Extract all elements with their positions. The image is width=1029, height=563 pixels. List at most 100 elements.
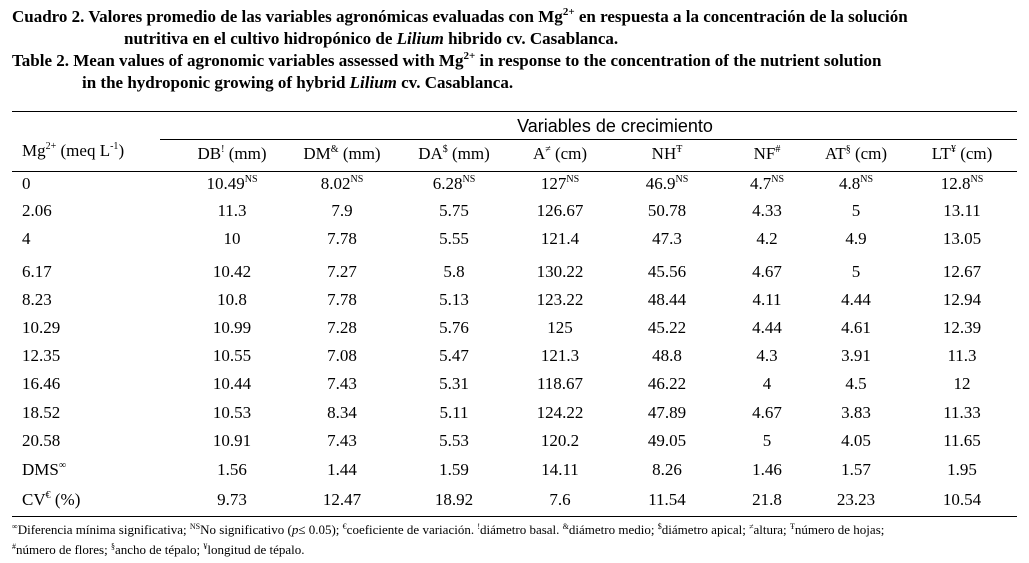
caption-spanish-line-1: Cuadro 2. Valores promedio de las variab… xyxy=(12,6,908,27)
column-sup: Ŧ xyxy=(676,144,683,155)
ns-marker: NS xyxy=(860,174,874,185)
table-cell: 7.43 xyxy=(327,431,357,450)
table-cell: 14.11 xyxy=(541,460,579,479)
ns-marker: NS xyxy=(462,174,476,185)
cell-value: 127 xyxy=(540,174,567,193)
cv-label: CV xyxy=(22,490,46,509)
row-label: 2.06 xyxy=(22,201,52,220)
table-cell: 7.27 xyxy=(327,262,357,281)
ns-marker: NS xyxy=(771,174,785,185)
table-cell: 118.67 xyxy=(536,374,584,393)
cell-value: 4.7 xyxy=(749,174,772,193)
table-cell: 5.11 xyxy=(439,403,469,422)
table-cell: 3.91 xyxy=(841,346,871,365)
table-cell: 48.8 xyxy=(652,346,682,365)
table-cell: 10.44 xyxy=(212,374,252,393)
table-cell: 7.28 xyxy=(327,318,357,337)
column-unit: (mm) xyxy=(338,144,381,163)
table-cell: 46.9NS xyxy=(646,174,689,194)
row-label-dms: DMS∞ xyxy=(22,460,66,480)
table-footnote: ∞Diferencia mínima significativa; NSNo s… xyxy=(12,522,885,557)
column-sup: & xyxy=(330,144,339,155)
table-cell: 5.53 xyxy=(439,431,469,450)
table-cell: 12.39 xyxy=(942,318,982,337)
table-cell: 4.2 xyxy=(756,229,778,248)
cell-value: 8.02 xyxy=(320,174,351,193)
table-cell: 1.44 xyxy=(327,460,357,479)
cell-value: 12.8 xyxy=(940,174,971,193)
column-unit: (mm) xyxy=(447,144,490,163)
column-unit: (cm) xyxy=(955,144,993,163)
table-cell: 4.7NS xyxy=(750,174,784,194)
column-abbr: NH xyxy=(651,144,677,163)
table-cell: 13.05 xyxy=(942,229,982,248)
table-cell: 7.9 xyxy=(331,201,353,220)
column-header: NHŦ xyxy=(652,144,683,164)
column-abbr: LT xyxy=(931,144,951,163)
table-cell: 4.8NS xyxy=(839,174,873,194)
table-cell: 10.49NS xyxy=(206,174,257,194)
column-abbr: AT xyxy=(824,144,846,163)
cell-value: 46.9 xyxy=(645,174,676,193)
table-cell: 121.3 xyxy=(540,346,580,365)
table-cell: 5 xyxy=(851,201,861,220)
table-caption: Cuadro 2. Valores promedio de las variab… xyxy=(12,6,1022,94)
table-cell: 1.57 xyxy=(841,460,871,479)
column-unit: (mm) xyxy=(224,144,267,163)
column-header: LT¥ (cm) xyxy=(932,144,993,164)
table-cell: 130.22 xyxy=(536,262,584,281)
top-rule xyxy=(12,111,1017,112)
table-cell: 5.55 xyxy=(439,229,469,248)
table-cell: 48.44 xyxy=(647,290,687,309)
table-cell: 120.2 xyxy=(540,431,580,450)
table-cell: 21.8 xyxy=(752,490,782,509)
group-header: Variables de crecimiento xyxy=(517,116,713,136)
dms-sup: ∞ xyxy=(58,460,66,471)
column-abbr: DA xyxy=(418,144,443,163)
table-cell: 8.02NS xyxy=(321,174,364,194)
cell-value: 10.49 xyxy=(206,174,245,193)
table-cell: 4.33 xyxy=(752,201,782,220)
table-cell: 5.47 xyxy=(439,346,469,365)
bottom-rule xyxy=(12,516,1017,517)
table-cell: 10 xyxy=(223,229,241,248)
table-cell: 121.4 xyxy=(540,229,580,248)
table-cell: 8.34 xyxy=(327,403,357,422)
table-cell: 5.31 xyxy=(439,374,469,393)
table-cell: 123.22 xyxy=(536,290,584,309)
table-cell: 4.67 xyxy=(752,262,782,281)
column-unit: (cm) xyxy=(550,144,588,163)
table-cell: 49.05 xyxy=(647,431,687,450)
table-cell: 7.08 xyxy=(327,346,357,365)
column-header: A≠ (cm) xyxy=(533,144,587,164)
table-cell: 10.8 xyxy=(217,290,247,309)
table-cell: 4.61 xyxy=(841,318,871,337)
table-cell: 4.67 xyxy=(752,403,782,422)
table-cell: 7.78 xyxy=(327,290,357,309)
table-cell: 125 xyxy=(547,318,573,337)
column-unit: (cm) xyxy=(850,144,888,163)
table-cell: 50.78 xyxy=(647,201,687,220)
table-cell: 5 xyxy=(851,262,861,281)
table-cell: 5.8 xyxy=(443,262,465,281)
table-cell: 11.3 xyxy=(947,346,977,365)
table-cell: 45.22 xyxy=(647,318,687,337)
table-cell: 5.75 xyxy=(439,201,469,220)
table-cell: 124.22 xyxy=(536,403,584,422)
column-header: DB! (mm) xyxy=(198,144,267,164)
cell-value: 6.28 xyxy=(432,174,463,193)
table-cell: 13.11 xyxy=(943,201,981,220)
table-cell: 4.44 xyxy=(841,290,871,309)
column-sup: ≠ xyxy=(545,144,551,155)
table-cell: 9.73 xyxy=(217,490,247,509)
table-cell: 47.3 xyxy=(652,229,682,248)
cell-value: 4.8 xyxy=(838,174,861,193)
table-cell: 4.9 xyxy=(845,229,867,248)
column-abbr: DM xyxy=(303,144,331,163)
ns-marker: NS xyxy=(566,174,580,185)
table-cell: 11.54 xyxy=(648,490,686,509)
table-cell: 4.44 xyxy=(752,318,782,337)
table-cell: 10.99 xyxy=(212,318,252,337)
header-rule xyxy=(12,171,1017,172)
table-cell: 126.67 xyxy=(536,201,584,220)
